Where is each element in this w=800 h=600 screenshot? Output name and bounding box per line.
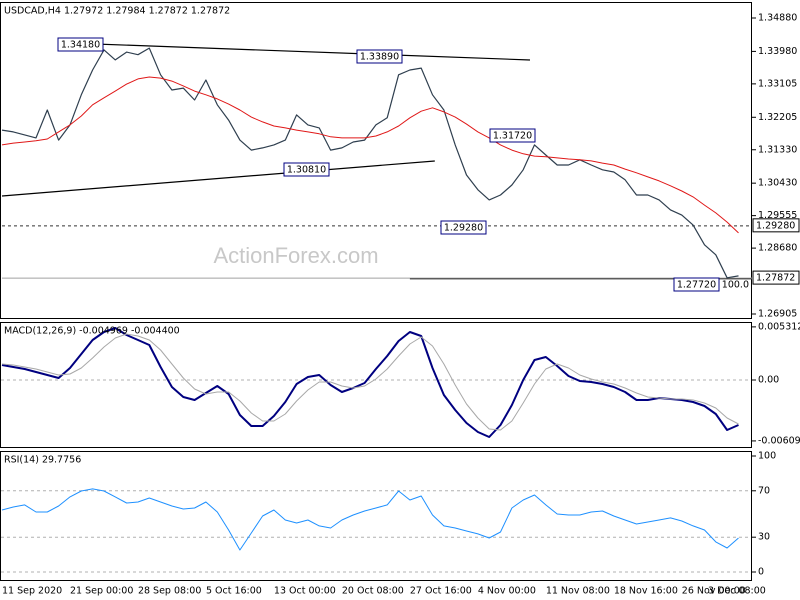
series-line [1, 488, 739, 551]
y-tick-label: 1.30430 [758, 178, 797, 189]
x-tick-label: 28 Sep 08:00 [138, 586, 201, 597]
trend-line [1, 160, 435, 197]
y-tick-label: 30 [758, 532, 770, 543]
panel-title: USDCAD,H4 1.27972 1.27984 1.27872 1.2787… [4, 6, 230, 17]
panel-frame [0, 451, 752, 581]
x-tick-label: 26 Nov 00:00 [682, 586, 746, 597]
panel-frame [0, 2, 752, 319]
x-tick-label: 18 Nov 16:00 [614, 586, 678, 597]
price-label-box [673, 277, 720, 292]
series-line [1, 47, 739, 279]
axis-label: 1.27872 [756, 273, 795, 284]
price-label: 1.31720 [493, 131, 532, 142]
x-tick-label: 3 Dec 08:00 [708, 586, 766, 597]
y-tick-label: 1.31330 [758, 144, 797, 155]
axis-label-box [752, 218, 800, 233]
y-tick-label: 1.33980 [758, 46, 797, 57]
price-label-box [440, 220, 487, 235]
x-tick-label: 5 Oct 16:00 [206, 586, 262, 597]
price-label: 1.30810 [287, 165, 326, 176]
y-tick-label: 1.26905 [758, 308, 797, 319]
y-tick-label: 0.005312 [758, 321, 800, 332]
price-label-box [57, 37, 104, 52]
panel-title: MACD(12,26,9) -0.004969 -0.004400 [4, 326, 180, 337]
series-line [1, 333, 739, 431]
y-tick-label: 70 [758, 485, 770, 496]
y-tick-label: 0 [758, 566, 764, 577]
price-label: 1.33890 [360, 52, 399, 63]
y-tick-label: 1.32205 [758, 112, 797, 123]
y-tick-label: 1.34880 [758, 12, 797, 23]
x-tick-label: 21 Sep 00:00 [70, 586, 133, 597]
y-tick-label: 1.29555 [758, 210, 797, 221]
price-label: 1.34180 [61, 40, 100, 51]
x-tick-label: 13 Oct 00:00 [274, 586, 336, 597]
x-tick-label: 11 Nov 08:00 [546, 586, 610, 597]
axis-label-box [752, 270, 800, 285]
y-tick-label: 100 [758, 450, 776, 461]
x-tick-label: 20 Oct 08:00 [342, 586, 404, 597]
x-tick-label: 11 Sep 2020 [2, 586, 62, 597]
y-tick-label: 1.28680 [758, 243, 797, 254]
price-label: 1.27720 [677, 280, 716, 291]
x-tick-label: 4 Nov 00:00 [478, 586, 536, 597]
price-label-box [356, 49, 403, 64]
x-tick-label: 27 Oct 16:00 [410, 586, 472, 597]
panel-title: RSI(14) 29.7756 [4, 455, 81, 466]
trend-line [94, 43, 531, 61]
watermark: ActionForex.com [213, 243, 378, 268]
series-line [1, 76, 739, 234]
price-label: 1.29280 [444, 223, 483, 234]
axis-label: 1.29280 [756, 220, 795, 231]
price-label-box [283, 162, 330, 177]
panel-frame [0, 322, 752, 448]
y-tick-label: -0.006092 [758, 435, 800, 446]
y-tick-label: 0.00 [758, 375, 779, 386]
level-label: FE 100.0 [707, 279, 749, 290]
y-tick-label: 1.33105 [758, 78, 797, 89]
price-label-box [489, 128, 536, 143]
series-line [1, 327, 739, 438]
